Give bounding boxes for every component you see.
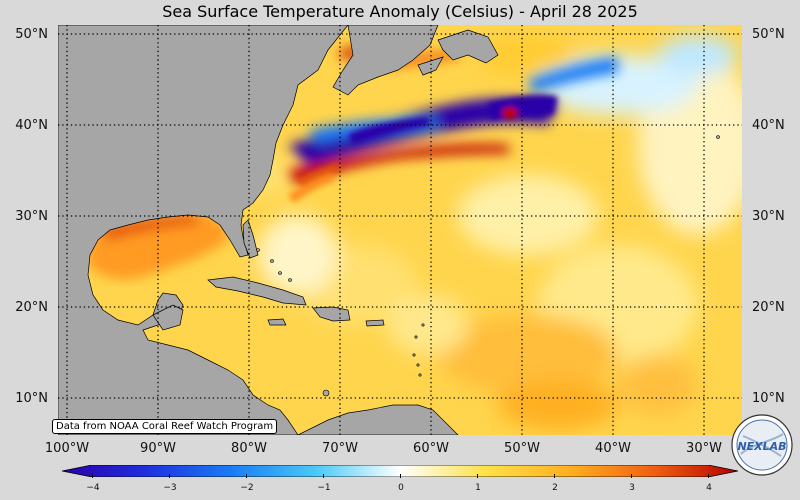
lat-label-left: 20°N [15, 300, 48, 315]
nexlab-logo: NEXLAB [731, 414, 793, 476]
lon-label: 60°W [413, 441, 449, 456]
colorbar-tick [323, 474, 324, 478]
lon-label: 80°W [231, 441, 267, 456]
lon-label: 30°W [686, 441, 722, 456]
lat-label-left: 40°N [15, 118, 48, 133]
colorbar-tick-label: 2 [552, 483, 558, 493]
map-svg [58, 25, 742, 435]
lat-label-right: 10°N [752, 391, 785, 406]
colorbar-tick [400, 474, 401, 478]
lon-label: 40°W [595, 441, 631, 456]
anomaly-field [113, 35, 742, 430]
colorbar-tick [92, 474, 93, 478]
colorbar-tick [477, 474, 478, 478]
colorbar-tick-label: −2 [240, 483, 254, 493]
lat-label-right: 40°N [752, 118, 785, 133]
lon-label: 50°W [504, 441, 540, 456]
colorbar-tick-label: 0 [398, 483, 404, 493]
colorbar [61, 462, 739, 478]
gulf-stream-core [288, 95, 558, 203]
data-credit: Data from NOAA Coral Reef Watch Program [52, 419, 278, 434]
lon-label: 90°W [140, 441, 176, 456]
lat-label-left: 50°N [15, 27, 48, 42]
land [58, 25, 499, 435]
colorbar-tick-label: 3 [629, 483, 635, 493]
colorbar-tick [554, 474, 555, 478]
colorbar-tick [169, 474, 170, 478]
colorbar-tick-label: −1 [317, 483, 331, 493]
colorbar-tick-label: 4 [706, 483, 712, 493]
colorbar-tick-label: −3 [163, 483, 177, 493]
lat-label-left: 10°N [15, 391, 48, 406]
map-title: Sea Surface Temperature Anomaly (Celsius… [162, 2, 638, 21]
lat-label-right: 30°N [752, 209, 785, 224]
lat-label-right: 50°N [752, 27, 785, 42]
lat-label-right: 20°N [752, 300, 785, 315]
lon-label: 100°W [44, 441, 90, 456]
lat-label-left: 30°N [15, 209, 48, 224]
colorbar-tick-label: 1 [475, 483, 481, 493]
colorbar-tick [631, 474, 632, 478]
svg-text:NEXLAB: NEXLAB [737, 440, 786, 453]
sst-anomaly-map [58, 25, 742, 435]
lon-label: 70°W [322, 441, 358, 456]
colorbar-tick [246, 474, 247, 478]
colorbar-tick-label: −4 [86, 483, 100, 493]
colorbar-tick [708, 474, 709, 478]
